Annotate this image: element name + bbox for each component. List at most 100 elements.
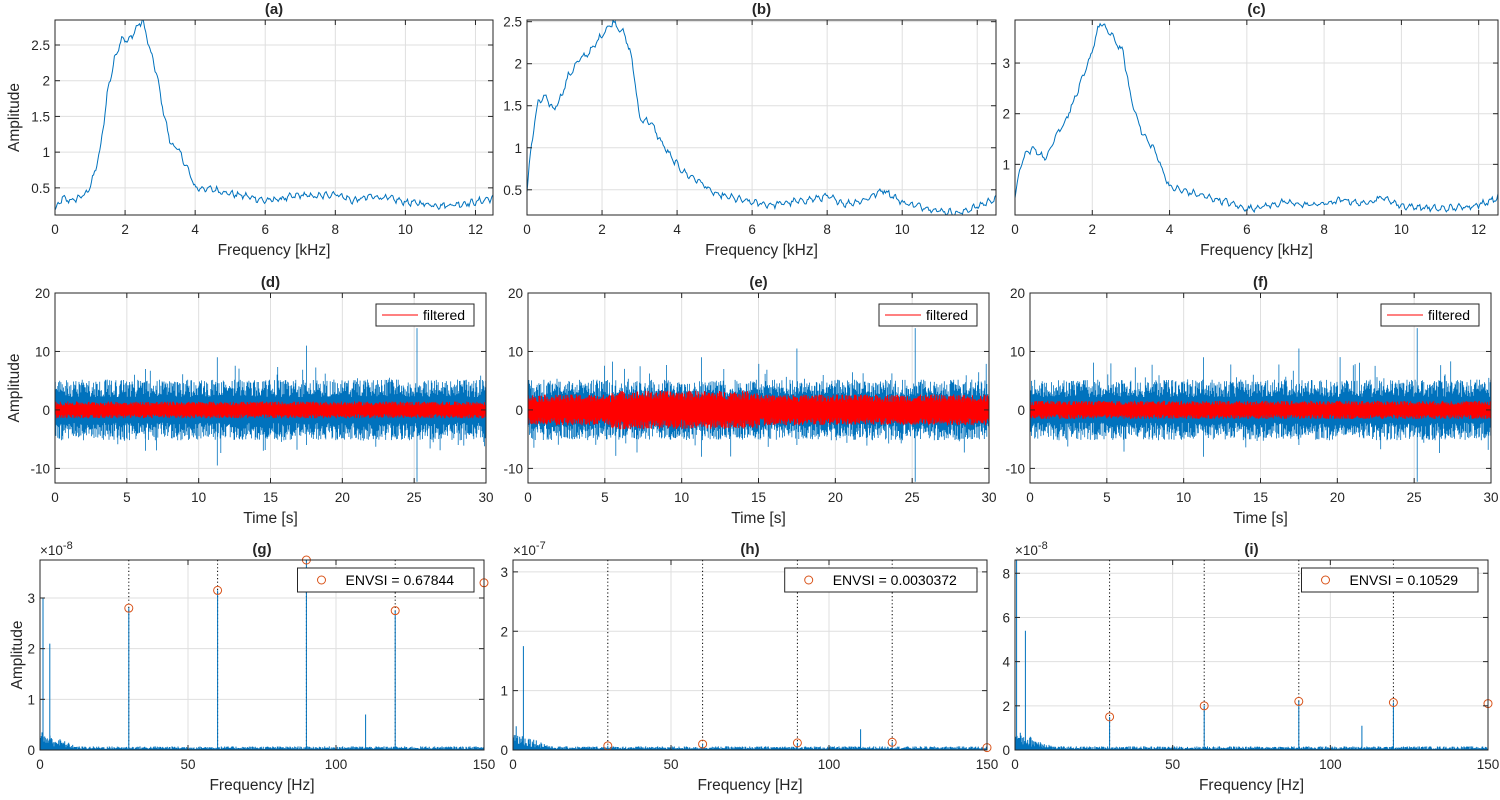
x-tick-label: 0 — [51, 222, 59, 237]
x-axis-label: Time [s] — [243, 510, 298, 527]
y-tick-label: 20 — [35, 286, 50, 301]
x-tick-label: 20 — [1330, 490, 1345, 505]
plot-content — [1015, 22, 1498, 214]
x-tick-label: 8 — [1320, 222, 1328, 237]
x-tick-label: 150 — [473, 757, 496, 772]
legend-marker — [317, 575, 326, 585]
spectrum-line — [55, 20, 493, 211]
x-tick-label: 20 — [335, 490, 350, 505]
legend: ENVSI = 0.10529 — [1301, 567, 1479, 593]
x-tick-label: 100 — [1319, 757, 1342, 772]
y-tick-label: -10 — [1005, 461, 1025, 476]
x-tick-label: 10 — [1176, 490, 1191, 505]
x-axis-label: Frequency [Hz] — [209, 777, 314, 794]
y-tick-label: 0.5 — [503, 183, 522, 198]
x-tick-label: 2 — [598, 222, 606, 237]
x-tick-label: 25 — [407, 490, 422, 505]
legend-marker — [1321, 575, 1330, 585]
plot-content — [1015, 560, 1488, 750]
y-tick-label: 0 — [27, 743, 35, 758]
x-tick-label: 12 — [1471, 222, 1486, 237]
y-tick-label: 1 — [42, 145, 50, 160]
x-tick-label: 0 — [1011, 222, 1019, 237]
grid — [54, 20, 493, 215]
y-tick-label: 2.5 — [503, 15, 522, 30]
harmonic-marker — [1294, 696, 1304, 706]
legend-label: filtered — [1428, 307, 1470, 323]
x-tick-label: 6 — [748, 222, 756, 237]
axis-exponent: ×10-7 — [513, 540, 546, 558]
x-tick-label: 100 — [325, 757, 348, 772]
x-tick-label: 10 — [674, 490, 689, 505]
subplot-i: 0 50 100 150 0 2 4 6 8 (i) Frequency [Hz] ×10-8 ENVS… — [1002, 540, 1499, 794]
x-tick-label: 150 — [976, 757, 999, 772]
x-tick-label: 12 — [468, 222, 483, 237]
y-tick-label: 3 — [500, 565, 508, 580]
y-tick-label: 0.5 — [31, 181, 50, 196]
x-tick-label: 0 — [36, 757, 44, 772]
y-axis-label: Amplitude — [6, 354, 23, 423]
x-tick-label: 5 — [601, 490, 609, 505]
x-axis-label: Time [s] — [731, 510, 786, 527]
x-tick-label: 10 — [398, 222, 413, 237]
harmonic-marker — [213, 585, 223, 595]
x-tick-label: 5 — [1103, 490, 1111, 505]
harmonic-marker — [390, 606, 400, 616]
x-tick-label: 4 — [191, 222, 199, 237]
legend: ENVSI = 0.0030372 — [784, 567, 978, 593]
subplot-h: 0 50 100 150 0 1 2 3 (h) Frequency [Hz] ×10-7 ENVSI… — [500, 540, 998, 794]
subplot-title: (i) — [1244, 541, 1258, 558]
axis-exponent: ×10-8 — [40, 540, 73, 558]
x-tick-label: 5 — [123, 490, 131, 505]
legend-label: ENVSI = 0.67844 — [346, 572, 455, 588]
axis-exponent: ×10-8 — [1015, 540, 1048, 558]
x-tick-label: 50 — [1165, 757, 1180, 772]
spectrum-line — [1015, 22, 1498, 214]
subplot-title: (f) — [1253, 274, 1268, 291]
legend-label: filtered — [926, 307, 968, 323]
legend-box — [878, 303, 978, 327]
y-tick-label: 6 — [1002, 610, 1010, 625]
y-tick-label: 1 — [500, 684, 508, 699]
x-tick-label: 10 — [191, 490, 206, 505]
legend-box — [1380, 303, 1480, 327]
y-tick-label: 1 — [27, 692, 35, 707]
harmonic-marker — [1105, 712, 1115, 722]
x-tick-label: 30 — [1483, 490, 1498, 505]
x-tick-label: 20 — [828, 490, 843, 505]
y-axis-label: Amplitude — [9, 621, 26, 690]
subplot-a: 0 2 4 6 8 10 12 0.5 1 1.5 2 2.5 (a) Frequency [kHz] Am… — [6, 1, 494, 259]
harmonic-marker — [1388, 698, 1398, 707]
harmonic-marker — [124, 603, 134, 613]
x-tick-label: 2 — [1089, 222, 1097, 237]
x-tick-label: 15 — [751, 490, 766, 505]
y-tick-label: 10 — [1010, 344, 1025, 359]
subplot-title: (c) — [1247, 1, 1265, 18]
x-axis-label: Frequency [kHz] — [705, 242, 818, 259]
y-axis-label: Amplitude — [6, 83, 23, 152]
legend-box — [784, 567, 978, 593]
x-tick-label: 0 — [51, 490, 59, 505]
axes-box — [526, 19, 997, 216]
envelope-spectrum — [513, 646, 987, 750]
y-tick-label: 2.5 — [31, 38, 50, 53]
subplot-title: (a) — [265, 1, 283, 18]
y-tick-label: 2 — [1002, 699, 1010, 714]
y-tick-label: 1 — [514, 141, 522, 156]
x-axis-label: Frequency [Hz] — [697, 777, 802, 794]
subplot-g: 0 50 100 150 0 1 2 3 (g) Frequency [Hz] Amplitude ×… — [9, 540, 495, 794]
y-tick-label: 20 — [508, 286, 523, 301]
subplot-title: (e) — [749, 274, 767, 291]
legend-box — [375, 303, 475, 327]
harmonic-marker — [887, 737, 897, 747]
subplot-title: (b) — [752, 1, 771, 18]
y-tick-label: 0 — [42, 403, 50, 418]
x-tick-label: 100 — [818, 757, 841, 772]
legend-label: ENVSI = 0.10529 — [1350, 572, 1459, 588]
y-tick-label: 2 — [27, 642, 35, 657]
x-tick-label: 15 — [263, 490, 278, 505]
y-tick-label: 0 — [1002, 743, 1010, 758]
x-tick-label: 10 — [895, 222, 910, 237]
